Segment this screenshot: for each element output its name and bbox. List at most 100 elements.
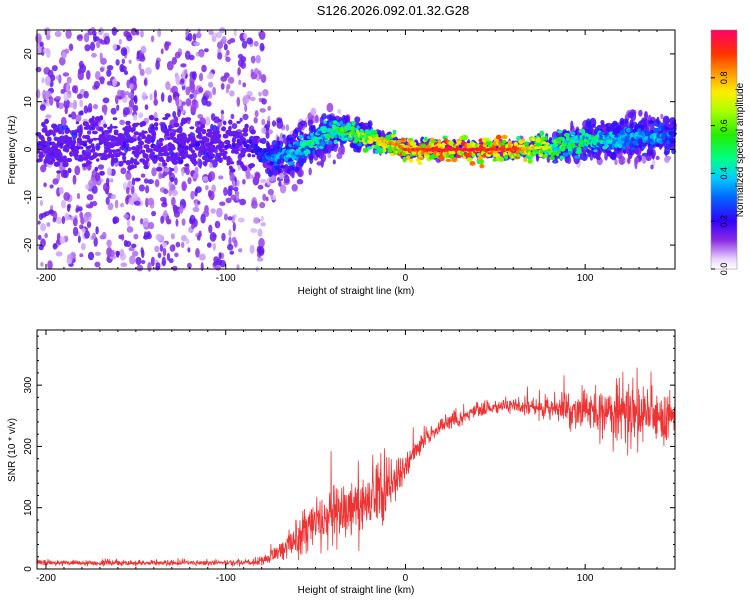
spectrogram-noise-blob [115, 250, 120, 258]
spectrogram-ridge-cell [228, 125, 232, 132]
spectrogram-ridge-cell [72, 130, 77, 134]
spectrogram-ridge-cell [125, 143, 130, 148]
spectrogram-noise-blob [253, 68, 259, 74]
spectrogram-noise-blob [249, 244, 255, 254]
spectrogram-ridge-cell [541, 141, 547, 145]
spectrogram-noise-blob [106, 247, 113, 257]
spectrogram-noise-blob [194, 166, 199, 174]
spectrogram-noise-blob [141, 91, 147, 101]
spectrogram-noise-blob [76, 93, 83, 100]
spectrogram-ridge-cell [166, 155, 172, 160]
spectrogram-noise-blob [119, 63, 125, 73]
spectrogram-noise-blob [123, 70, 129, 76]
spectrogram-noise-blob [66, 204, 71, 212]
spectrogram-noise-blob [76, 192, 81, 200]
spectrogram-noise-blob [242, 179, 246, 185]
spectrogram-noise-blob [86, 130, 92, 135]
spectrogram-noise-blob [614, 159, 618, 166]
spectrogram-ridge-cell [44, 118, 49, 125]
colorbar-tick-label: 0.6 [719, 119, 729, 132]
spectrogram-ridge-cell [657, 124, 663, 130]
spectrogram-ridge-cell [197, 121, 201, 125]
spectrogram-noise-blob [172, 111, 177, 118]
colorbar-tick-label: 0.2 [719, 215, 729, 228]
spectrogram-ridge-cell [372, 129, 378, 136]
spectrogram-noise-blob [87, 251, 95, 261]
spectrogram-noise-blob [268, 171, 273, 178]
spectrogram-ridge-cell [270, 149, 274, 156]
spectrogram-ridge-cell [516, 153, 521, 158]
spectrogram-ridge-cell [180, 155, 187, 160]
spectrogram-noise-blob [122, 154, 127, 161]
spectrogram-noise-blob [655, 155, 660, 161]
spectrogram-noise-blob [83, 32, 90, 43]
spectrogram-ridge-cell [241, 165, 248, 172]
spectrogram-ridge-cell [339, 120, 344, 126]
spectrogram-ridge-cell [280, 164, 286, 169]
spectrogram-noise-blob [213, 261, 218, 267]
spectrogram-ridge-cell [52, 131, 56, 137]
spectrogram-noise-blob [212, 86, 217, 96]
spectrogram-noise-blob [132, 104, 139, 112]
spectrogram-noise-blob [94, 261, 101, 268]
spectrogram-ridge-cell [504, 154, 509, 160]
spectrogram-noise-blob [145, 67, 152, 75]
spectrogram-ridge-cell [278, 147, 283, 153]
spectrogram-noise-blob [204, 48, 209, 53]
spectrogram-ridge-cell [98, 137, 102, 143]
spectrogram-noise-blob [55, 95, 62, 101]
spectrogram-noise-blob [214, 220, 221, 229]
spectrogram-ridge-cell [99, 115, 104, 121]
spectrogram-ridge-cell [521, 138, 526, 142]
spectrogram-noise-blob [187, 32, 193, 42]
spectrogram-noise-blob [223, 213, 228, 221]
spectrogram-ridge-cell [229, 161, 235, 165]
spectrogram-ridge-cell [176, 128, 181, 133]
spectrogram-noise-blob [291, 184, 298, 192]
spectrogram-noise-blob [139, 68, 145, 76]
spectrogram-noise-blob [253, 40, 259, 47]
spectrogram-ridge-cell [521, 144, 526, 149]
snr-x-tick-label: -200 [36, 573, 56, 584]
spectrogram-noise-blob [46, 99, 50, 107]
spectrogram-noise-blob [72, 226, 79, 237]
spectrogram-ridge-cell [61, 139, 66, 145]
spectrogram-ridge-cell [514, 151, 520, 155]
spectrogram-noise-blob [166, 252, 170, 261]
spectrogram-ridge-cell [207, 146, 211, 152]
spectrogram-ridge-cell [169, 146, 176, 151]
spectrogram-noise-blob [72, 174, 77, 185]
spectrogram-ridge-cell [499, 156, 504, 162]
spectrogram-noise-blob [188, 54, 195, 61]
spectrogram-noise-blob [229, 90, 235, 97]
spectrogram-noise-blob [193, 172, 199, 179]
spectrogram-ridge-cell [71, 140, 77, 144]
spectrogram-ridge-cell [495, 134, 502, 140]
spectrogram-ridge-cell [471, 153, 476, 158]
spectrogram-ridge-cell [469, 161, 476, 166]
spectrogram-noise-blob [75, 114, 82, 122]
spectrogram-ridge-cell [135, 151, 142, 155]
spectrogram-noise-blob [167, 94, 172, 104]
spectrogram-noise-blob [262, 193, 267, 201]
spectrogram-x-tick-label: 100 [577, 273, 594, 284]
spectrogram-noise-blob [187, 262, 192, 269]
spectrogram-ridge-cell [424, 136, 428, 142]
spectrogram-ridge-cell [358, 139, 362, 143]
spectrogram-ridge-cell [224, 139, 231, 145]
spectrogram-noise-blob [297, 156, 305, 167]
spectrogram-ridge-cell [125, 160, 132, 166]
spectrogram-noise-blob [225, 56, 231, 62]
spectrogram-noise-blob [226, 83, 231, 90]
spectrogram-ridge-cell [113, 132, 119, 136]
spectrogram-ridge-cell [122, 159, 127, 164]
spectrogram-noise-blob [316, 146, 324, 156]
spectrogram-noise-blob [155, 233, 163, 241]
spectrogram-ridge-cell [334, 135, 338, 139]
spectrogram-noise-blob [144, 104, 149, 110]
spectrogram-noise-blob [122, 182, 128, 191]
spectrogram-noise-blob [162, 247, 167, 257]
spectrogram-ridge-cell [112, 117, 118, 121]
spectrogram-noise-blob [198, 87, 204, 93]
spectrogram-noise-blob [86, 70, 91, 80]
